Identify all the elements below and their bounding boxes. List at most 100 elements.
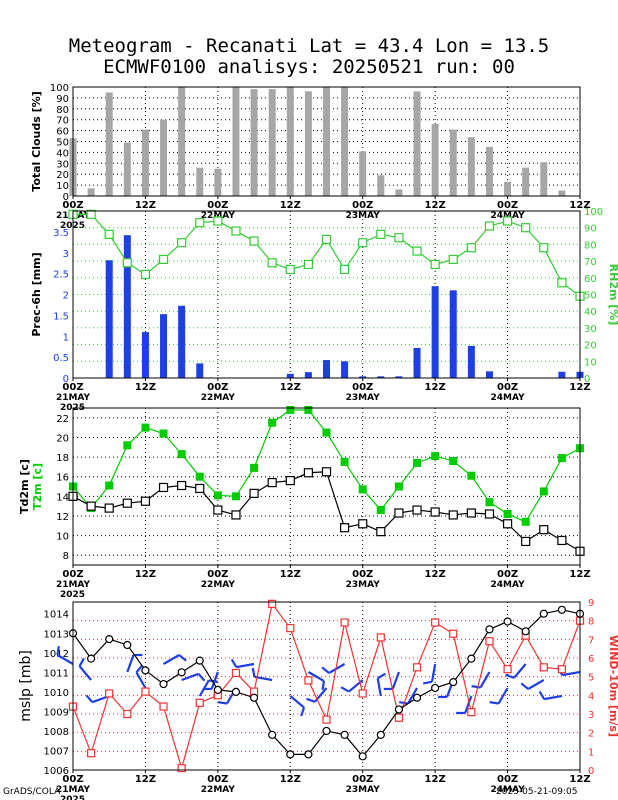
mslp-marker <box>557 605 566 614</box>
pressure-x-tick-label: 12Z <box>569 774 590 785</box>
precip-bar <box>359 376 367 378</box>
mslp-marker <box>467 654 476 663</box>
td2m-marker <box>122 498 132 508</box>
mslp-marker <box>503 617 512 626</box>
clouds-x-tick-label: 00Z <box>207 200 228 211</box>
t2m-marker <box>105 481 114 490</box>
wind-y-tick-label: 3 <box>588 710 594 721</box>
wind-barb-feather <box>505 673 515 679</box>
td2m-marker <box>249 488 259 498</box>
t2m-marker <box>286 405 295 414</box>
pressure-date-label: 23MAY <box>346 785 381 795</box>
rh-marker <box>448 254 458 265</box>
mslp-marker <box>87 654 96 663</box>
t2m-marker <box>431 452 440 461</box>
rh-y-tick-label: 30 <box>584 324 597 335</box>
wind-barb <box>289 695 306 717</box>
prec-x-tick-label: 00Z <box>62 382 83 393</box>
rh-marker <box>177 238 187 248</box>
wind-marker <box>412 663 422 672</box>
temp-year-label: 2025 <box>60 590 85 600</box>
precip-bar <box>123 235 131 378</box>
clouds-x-tick-label: 00Z <box>497 200 518 211</box>
precip-bar <box>286 373 294 378</box>
wind-y-axis-label: WIND-10m [m/s] <box>607 635 618 737</box>
clouds-y-tick-label: 10 <box>56 181 69 192</box>
cloud-bar <box>377 175 385 196</box>
clouds-x-tick-label: 12Z <box>425 200 446 211</box>
clouds-x-tick-label: 12Z <box>569 200 590 211</box>
mslp-y-tick-label: 1013 <box>44 629 69 640</box>
prec-y-tick-label: 0 <box>63 374 69 385</box>
td2m-marker <box>321 467 332 477</box>
td2m-marker <box>303 468 313 478</box>
prec-date-label: 22MAY <box>201 393 236 403</box>
wind-barb-shaft <box>210 671 219 690</box>
wind-barb-feather <box>135 664 143 674</box>
cloud-bar <box>540 162 548 196</box>
clouds-y-tick-label: 70 <box>56 116 69 127</box>
t2m-marker <box>231 492 240 501</box>
rh-y-tick-label: 50 <box>584 291 597 302</box>
mslp-marker <box>123 640 132 650</box>
rh-marker <box>303 259 313 270</box>
mslp-marker <box>340 730 349 739</box>
pressure-x-tick-label: 00Z <box>207 774 228 785</box>
temp-y-tick-label: 16 <box>56 473 69 484</box>
td2m-marker <box>484 509 495 519</box>
t2m-marker <box>376 506 385 515</box>
t2m-marker <box>322 428 331 437</box>
prec-x-tick-label: 12Z <box>135 382 156 393</box>
td2m-marker <box>466 508 476 518</box>
pressure-year-label: 2025 <box>60 795 85 800</box>
clouds-y-tick-label: 30 <box>56 159 69 170</box>
temp-y-tick-label: 22 <box>56 414 69 425</box>
wind-y-tick-label: 6 <box>588 654 594 665</box>
wind-barb <box>307 671 326 691</box>
wind-barb <box>422 663 437 685</box>
wind-marker <box>467 708 476 717</box>
precip-bar <box>178 305 186 378</box>
wind-barb <box>56 645 74 665</box>
rh-y-tick-label: 0 <box>584 374 590 385</box>
cloud-bar <box>341 87 349 196</box>
t2m-marker <box>358 485 367 494</box>
wind-barb <box>456 695 473 715</box>
wind-barb-feather <box>251 667 256 678</box>
wind-barb-feather <box>538 690 546 700</box>
prec-x-tick-label: 12Z <box>569 382 590 393</box>
t2m-marker <box>141 423 150 432</box>
clouds-x-tick-label: 12Z <box>135 200 156 211</box>
pressure-x-tick-label: 12Z <box>280 774 301 785</box>
clouds-x-tick-label: 00Z <box>62 200 83 211</box>
precip-bar <box>431 286 439 378</box>
rh-y-tick-label: 80 <box>584 240 597 251</box>
rh-marker <box>521 223 531 233</box>
prec-frame <box>72 210 581 379</box>
cloud-bar <box>504 181 512 196</box>
rh-marker <box>122 258 132 268</box>
wind-barb-feather <box>471 685 481 689</box>
wind-marker <box>268 599 277 608</box>
prec-y-tick-label: 3 <box>63 249 69 260</box>
t2m-marker <box>394 482 403 491</box>
precip-bar <box>485 371 493 378</box>
prec-y-tick-label: 2.5 <box>53 270 69 281</box>
rh-marker <box>466 243 476 253</box>
page-title: Meteogram - Recanati Lat = 43.4 Lon = 13… <box>0 36 618 78</box>
wind-y-tick-label: 7 <box>588 635 594 646</box>
td2m-marker <box>86 501 96 511</box>
td2m-marker <box>502 519 513 529</box>
wind-barb-feather <box>520 682 529 690</box>
precip-bar <box>304 372 312 378</box>
rh-marker <box>539 243 549 253</box>
pressure-x-tick-label: 12Z <box>425 774 446 785</box>
wind-barb-feather <box>178 654 187 662</box>
t2m-marker <box>340 457 349 466</box>
rh-y-tick-label: 40 <box>584 307 597 318</box>
rh-y-tick-label: 20 <box>584 341 597 352</box>
mslp-marker <box>304 750 313 759</box>
rh-marker <box>249 236 259 246</box>
wind-barb <box>489 687 509 705</box>
wind-barb-feather <box>340 686 350 693</box>
